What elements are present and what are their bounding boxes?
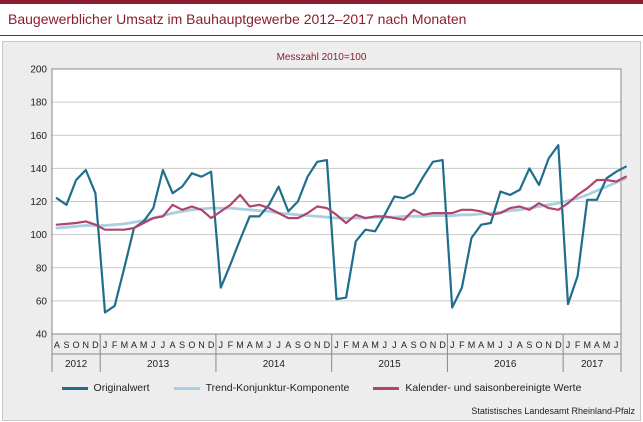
series-line-adjusted — [55, 175, 627, 231]
x-month-label: S — [526, 340, 532, 350]
x-month-label: N — [198, 340, 205, 350]
x-month-label: M — [468, 340, 476, 350]
x-year-label: 2015 — [378, 359, 401, 370]
x-month-label: S — [179, 340, 185, 350]
y-tick-label: 100 — [30, 230, 47, 241]
x-year-label: 2012 — [65, 359, 88, 370]
y-tick-label: 180 — [30, 98, 47, 109]
source-credit: Statistisches Landesamt Rheinland-Pfalz — [471, 406, 635, 416]
x-month-label: M — [256, 340, 264, 350]
x-month-label: J — [151, 340, 156, 350]
x-month-label: D — [208, 340, 215, 350]
x-month-label: J — [498, 340, 503, 350]
x-month-label: O — [304, 340, 311, 350]
y-tick-label: 160 — [30, 131, 47, 142]
x-month-label: J — [450, 340, 455, 350]
x-month-label: F — [343, 340, 349, 350]
x-month-label: A — [401, 340, 407, 350]
x-year-label: 2016 — [494, 359, 517, 370]
x-month-label: D — [92, 340, 99, 350]
chart-subtitle: Messzahl 2010=100 — [276, 52, 367, 63]
x-month-label: N — [83, 340, 90, 350]
x-month-label: A — [54, 340, 60, 350]
x-month-label: N — [545, 340, 552, 350]
x-month-label: O — [188, 340, 195, 350]
top-accent-rule — [0, 0, 643, 4]
x-month-label: D — [555, 340, 562, 350]
x-month-label: J — [566, 340, 571, 350]
x-month-label: A — [478, 340, 484, 350]
x-month-label: J — [219, 340, 224, 350]
legend-item-adjusted: Kalender- und saisonbereinigte Werte — [373, 382, 581, 394]
x-month-label: J — [392, 340, 397, 350]
x-month-label: D — [439, 340, 446, 350]
x-month-label: D — [324, 340, 331, 350]
plot-frame — [51, 68, 622, 335]
page-title: Baugewerblicher Umsatz im Bauhauptgewerb… — [8, 11, 467, 27]
x-month-label: A — [285, 340, 291, 350]
x-month-label: N — [430, 340, 437, 350]
legend-swatch-original — [61, 386, 88, 390]
legend-item-trend: Trend-Konjunktur-Komponente — [173, 382, 350, 394]
x-year-label: 2014 — [263, 359, 286, 370]
x-month-label: J — [382, 340, 387, 350]
x-month-label: S — [63, 340, 69, 350]
y-tick-label: 80 — [36, 263, 48, 274]
x-month-label: M — [352, 340, 360, 350]
x-month-label: O — [536, 340, 543, 350]
y-tick-label: 140 — [30, 164, 47, 175]
x-month-label: M — [371, 340, 379, 350]
x-month-label: A — [594, 340, 600, 350]
x-month-label: M — [487, 340, 495, 350]
x-month-label: S — [411, 340, 417, 350]
legend-swatch-trend — [173, 386, 200, 390]
x-month-label: M — [140, 340, 148, 350]
x-year-label: 2013 — [147, 359, 170, 370]
legend-item-original: Originalwert — [61, 382, 150, 394]
x-month-label: O — [420, 340, 427, 350]
x-month-label: J — [103, 340, 108, 350]
legend-label-adjusted: Kalender- und saisonbereinigte Werte — [405, 382, 582, 394]
x-month-label: J — [276, 340, 281, 350]
x-month-label: M — [121, 340, 129, 350]
x-month-label: F — [575, 340, 581, 350]
x-month-label: J — [161, 340, 166, 350]
x-month-label: M — [236, 340, 244, 350]
chart-legend: Originalwert Trend-Konjunktur-Komponente… — [0, 382, 643, 394]
x-month-label: F — [228, 340, 234, 350]
x-month-label: M — [583, 340, 591, 350]
x-month-label: J — [334, 340, 339, 350]
x-month-label: S — [295, 340, 301, 350]
y-tick-label: 60 — [36, 296, 48, 307]
legend-swatch-adjusted — [373, 386, 400, 390]
x-month-label: J — [508, 340, 513, 350]
x-month-label: F — [459, 340, 465, 350]
x-month-label: A — [131, 340, 137, 350]
x-month-label: A — [247, 340, 253, 350]
x-month-label: M — [603, 340, 611, 350]
legend-label-trend: Trend-Konjunktur-Komponente — [205, 382, 350, 394]
x-month-label: A — [170, 340, 176, 350]
y-tick-label: 120 — [30, 197, 47, 208]
series-line-original — [55, 144, 627, 314]
y-tick-label: 200 — [30, 65, 47, 76]
x-month-label: A — [517, 340, 523, 350]
x-month-label: O — [73, 340, 80, 350]
x-month-label: J — [614, 340, 619, 350]
y-tick-label: 40 — [36, 330, 48, 341]
x-month-label: N — [314, 340, 321, 350]
x-month-label: J — [267, 340, 272, 350]
x-month-label: A — [362, 340, 368, 350]
x-year-label: 2017 — [581, 359, 604, 370]
legend-label-original: Originalwert — [93, 382, 150, 394]
title-divider — [0, 35, 643, 36]
x-month-label: F — [112, 340, 118, 350]
